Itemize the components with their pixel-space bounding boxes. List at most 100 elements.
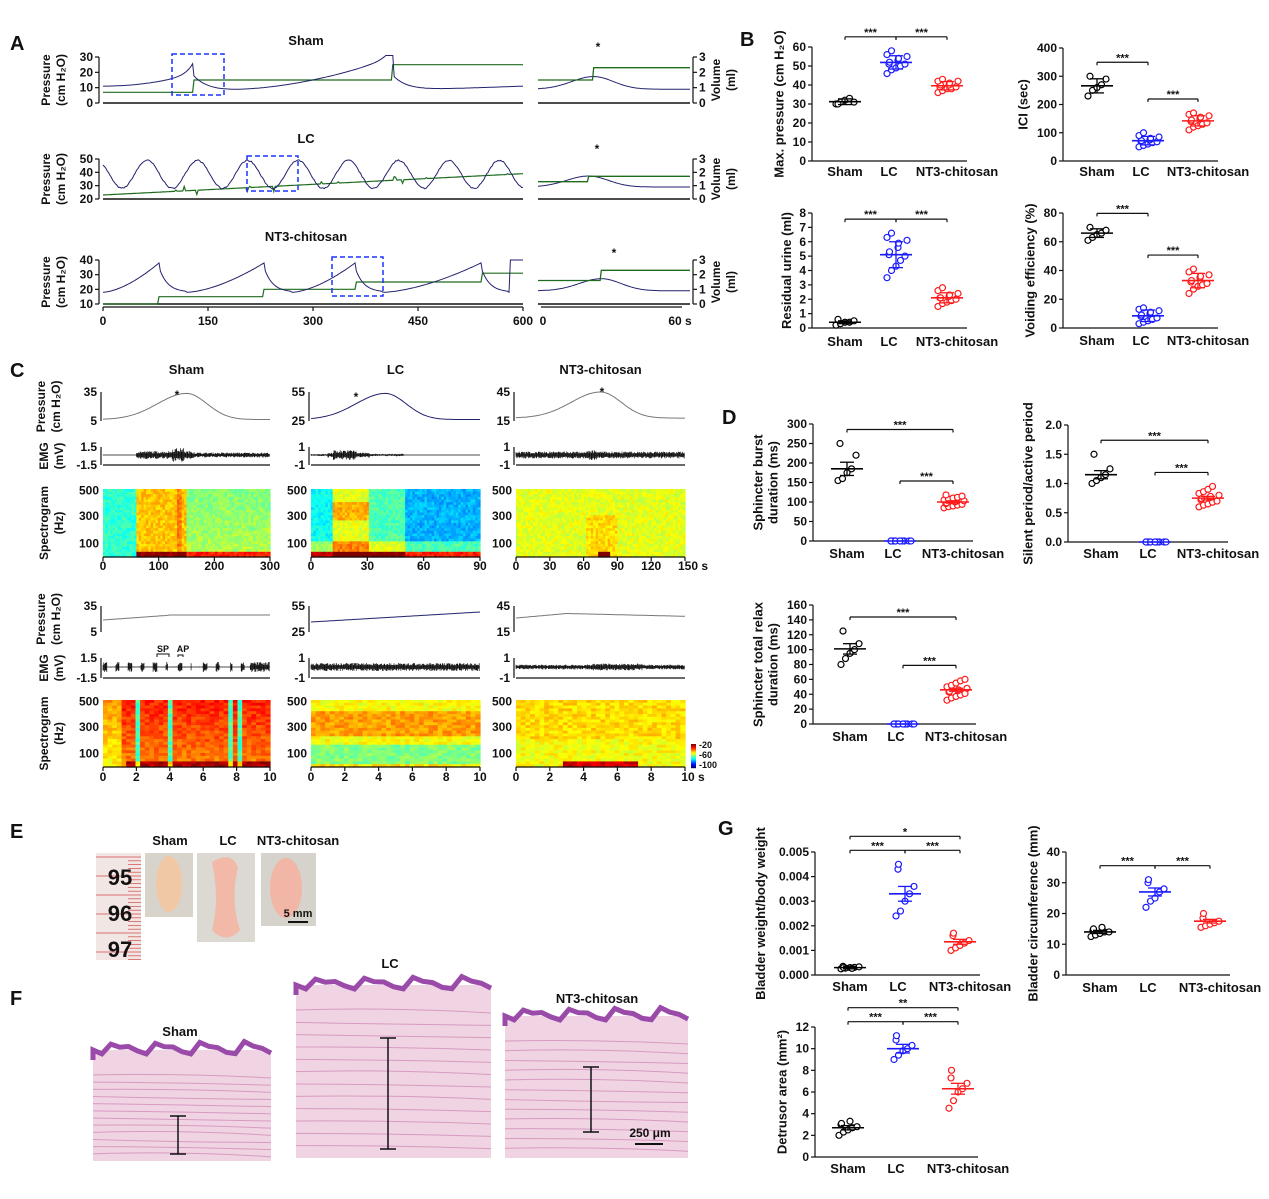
spectrogram-cell: [439, 499, 442, 503]
spectrogram-cell: [224, 520, 228, 524]
spectrogram-cell: [172, 491, 176, 495]
spectrogram-cell: [467, 520, 471, 524]
spectrogram-cell: [417, 499, 421, 503]
spectrogram-cell: [124, 517, 128, 521]
spectrogram-cell: [150, 494, 154, 498]
spectrogram-cell: [378, 549, 382, 553]
spectrogram-cell: [337, 512, 341, 516]
spectrogram-cell: [347, 533, 351, 537]
spectrogram-cell: [429, 512, 433, 516]
spectrogram-cell: [186, 491, 190, 495]
spectrogram-cell: [371, 546, 375, 550]
spectrogram-cell: [385, 507, 389, 511]
spectrogram-cell: [196, 533, 199, 537]
spectrogram-cell: [393, 546, 397, 550]
spectrogram-cell: [354, 554, 358, 558]
spectrogram-cell: [578, 496, 582, 500]
spectrogram-cell: [390, 520, 394, 524]
spectrogram-cell: [598, 546, 602, 550]
spectrogram-cell: [229, 515, 233, 519]
spectrogram-cell: [554, 536, 558, 540]
spectrogram-cell: [376, 554, 380, 558]
spectrogram-cell: [325, 512, 329, 516]
spectrogram-cell: [446, 509, 450, 514]
spectrogram-cell: [453, 517, 457, 521]
spectrogram-cell: [586, 520, 589, 524]
spectrogram-cell: [383, 512, 387, 516]
spectrogram-cell: [383, 541, 387, 545]
spectrogram-cell: [364, 546, 368, 550]
spectrogram-cell: [598, 496, 602, 500]
spectrogram-cell: [129, 525, 133, 529]
spectrogram-cell: [455, 509, 459, 514]
spectrogram-cell: [458, 517, 462, 521]
spectrogram-cell: [446, 549, 450, 553]
spectrogram-cell: [388, 528, 392, 532]
spectrogram-cell: [412, 538, 416, 542]
spectrogram-cell: [210, 551, 214, 555]
spectrogram-cell: [265, 512, 269, 516]
spectrogram-cell: [361, 541, 365, 545]
spectrogram-cell: [143, 541, 147, 545]
spectrogram-cell: [417, 496, 421, 500]
spectrogram-cell: [368, 512, 372, 516]
spectrogram-cell: [340, 549, 343, 553]
spectrogram-cell: [188, 528, 192, 532]
spectrogram-cell: [231, 536, 235, 540]
spectrogram-cell: [412, 499, 416, 503]
spectrogram-cell: [103, 504, 106, 508]
spectrogram-cell: [439, 507, 442, 511]
spectrogram-cell: [169, 496, 173, 500]
spectrogram-cell: [595, 533, 599, 537]
spectrogram-cell: [227, 525, 231, 529]
spectrogram-cell: [311, 525, 314, 529]
spectrogram-cell: [460, 512, 464, 516]
spectrogram-cell: [518, 525, 522, 529]
spectrogram-cell: [114, 499, 118, 503]
spectrogram-cell: [258, 530, 262, 534]
spectrogram-cell: [162, 541, 166, 545]
spectrogram-cell: [124, 507, 128, 511]
spectrogram-cell: [148, 509, 152, 514]
spectrogram-cell: [397, 543, 401, 548]
spectrogram-cell: [441, 499, 445, 503]
spectrogram-cell: [460, 530, 464, 534]
spectrogram-cell: [426, 530, 430, 534]
spectrogram-cell: [530, 489, 534, 493]
spectrogram-cell: [364, 507, 368, 511]
spectrogram-cell: [112, 515, 116, 519]
spectrogram-cell: [234, 533, 238, 537]
spectrogram-cell: [315, 530, 319, 534]
spectrogram-cell: [138, 499, 142, 503]
spectrogram-cell: [347, 504, 351, 508]
spectrogram-cell: [169, 549, 173, 553]
spectrogram-cell: [347, 496, 351, 500]
spectrogram-cell: [549, 496, 553, 500]
spectrogram-cell: [366, 520, 370, 524]
spectrogram-cell: [583, 520, 587, 524]
spectrogram-cell: [439, 546, 442, 550]
spectrogram-cell: [315, 538, 319, 542]
spectrogram-cell: [136, 523, 140, 527]
spectrogram-cell: [103, 491, 106, 495]
spectrogram-cell: [219, 499, 223, 503]
spectrogram-cell: [260, 543, 264, 548]
emg-trace: [102, 448, 270, 462]
spectrogram-cell: [224, 538, 228, 542]
spectrogram-cell: [117, 533, 121, 537]
spectrogram-cell: [422, 507, 426, 511]
spectrogram-cell: [477, 525, 481, 529]
spectrogram-cell: [605, 520, 609, 524]
spectrogram-cell: [429, 541, 433, 545]
spectrogram-cell: [460, 523, 464, 527]
spectrogram-cell: [595, 536, 599, 540]
spectrogram-cell: [359, 507, 363, 511]
spectrogram-cell: [405, 507, 409, 511]
spectrogram-cell: [227, 543, 231, 548]
spectrogram-cell: [540, 546, 544, 550]
spectrogram-cell: [114, 515, 118, 519]
spectrogram-cell: [134, 538, 137, 542]
spectrogram-cell: [552, 551, 556, 555]
spectrogram-cell: [453, 528, 457, 532]
spectrogram-cell: [215, 543, 219, 548]
